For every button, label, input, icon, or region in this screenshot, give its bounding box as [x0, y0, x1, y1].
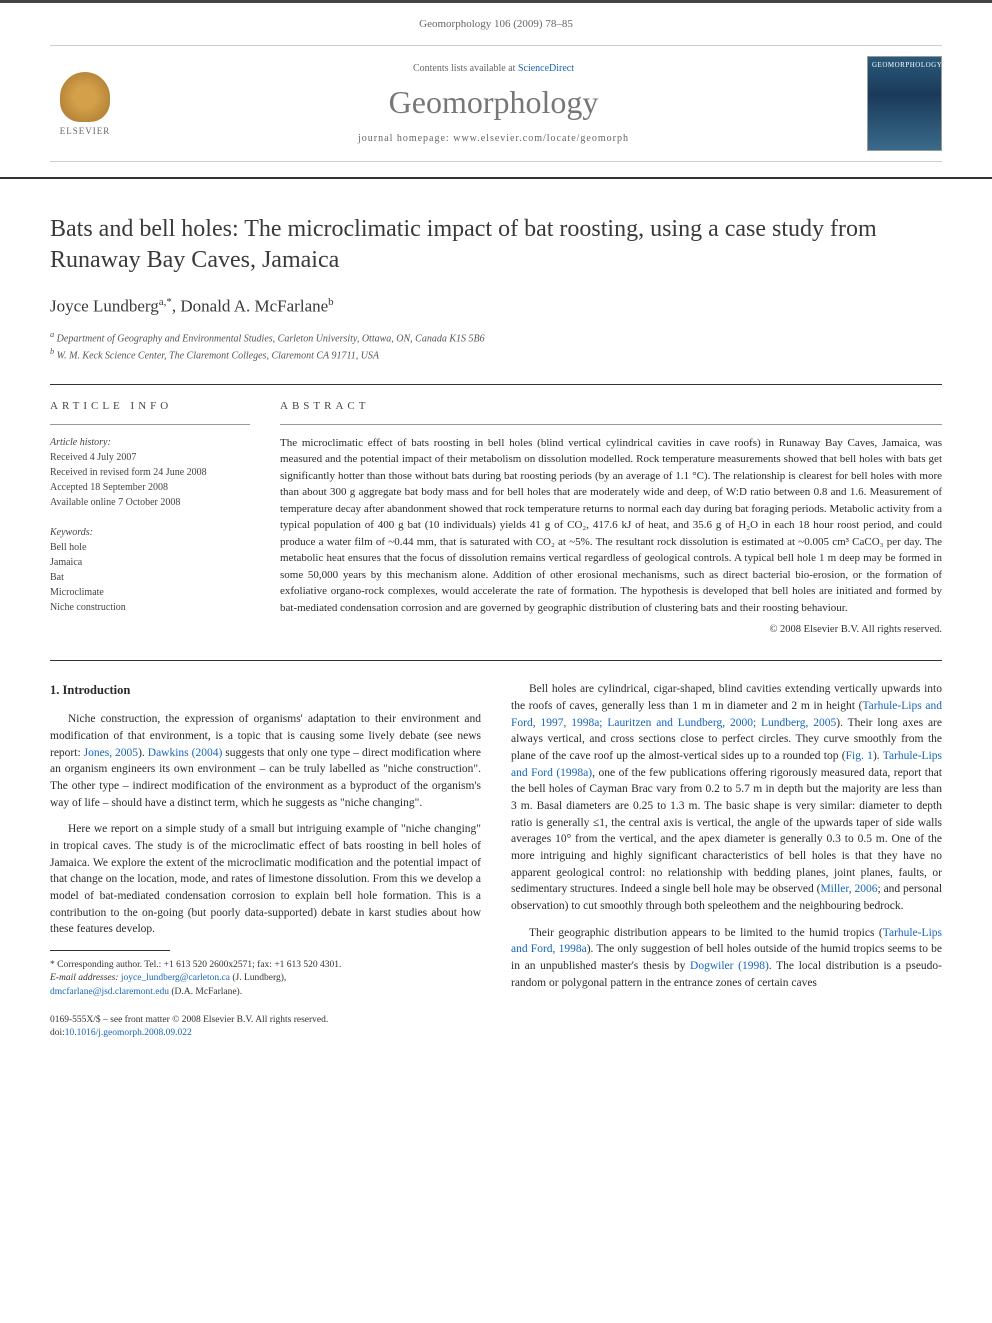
email-1-name: (J. Lundberg),	[230, 973, 286, 983]
homepage-line: journal homepage: www.elsevier.com/locat…	[120, 133, 867, 144]
front-matter: 0169-555X/$ – see front matter © 2008 El…	[50, 1014, 481, 1027]
homepage-url: www.elsevier.com/locate/geomorph	[453, 133, 629, 144]
email-line-2: dmcfarlane@jsd.claremont.edu (D.A. McFar…	[50, 986, 481, 999]
email-label: E-mail addresses:	[50, 973, 121, 983]
email-1[interactable]: joyce_lundberg@carleton.ca	[121, 973, 230, 983]
footnote-separator	[50, 950, 170, 951]
article-info: ARTICLE INFO Article history: Received 4…	[50, 400, 250, 636]
homepage-prefix: journal homepage:	[358, 133, 453, 144]
keyword-3: Microclimate	[50, 585, 250, 600]
journal-banner: ELSEVIER Contents lists available at Sci…	[50, 45, 942, 162]
copyright: © 2008 Elsevier B.V. All rights reserved…	[280, 624, 942, 635]
authors: Joyce Lundberga,*, Donald A. McFarlaneb	[50, 296, 942, 317]
email-2[interactable]: dmcfarlane@jsd.claremont.edu	[50, 987, 169, 997]
fig-1-link[interactable]: Fig. 1	[846, 750, 873, 762]
doi-line: doi:10.1016/j.geomorph.2008.09.022	[50, 1027, 481, 1040]
contents-line: Contents lists available at ScienceDirec…	[120, 63, 867, 74]
elsevier-label: ELSEVIER	[60, 126, 111, 136]
abstract-heading: ABSTRACT	[280, 400, 942, 412]
elsevier-tree-icon	[60, 72, 110, 122]
cover-label: GEOMORPHOLOGY	[872, 61, 942, 69]
keywords-label: Keywords:	[50, 525, 250, 540]
para-4: Their geographic distribution appears to…	[511, 925, 942, 992]
affil-a: a Department of Geography and Environmen…	[50, 329, 942, 346]
journal-cover-thumb: GEOMORPHOLOGY	[867, 56, 942, 151]
author-1: Joyce Lundberg	[50, 297, 159, 316]
p3-c: ).	[873, 750, 883, 762]
history-received: Received 4 July 2007	[50, 450, 250, 465]
article-history: Article history: Received 4 July 2007 Re…	[50, 435, 250, 510]
history-label: Article history:	[50, 435, 250, 450]
footnote: * Corresponding author. Tel.: +1 613 520…	[50, 959, 481, 999]
article-title: Bats and bell holes: The microclimatic i…	[50, 214, 942, 276]
doi-label: doi:	[50, 1028, 65, 1038]
affil-b: b W. M. Keck Science Center, The Claremo…	[50, 346, 942, 363]
elsevier-logo: ELSEVIER	[50, 64, 120, 144]
bottom-info: 0169-555X/$ – see front matter © 2008 El…	[50, 1014, 481, 1041]
corresponding-author: * Corresponding author. Tel.: +1 613 520…	[50, 959, 481, 972]
p1-b: ).	[138, 747, 148, 759]
keyword-2: Bat	[50, 570, 250, 585]
abstract-column: ABSTRACT The microclimatic effect of bat…	[280, 400, 942, 636]
affiliations: a Department of Geography and Environmen…	[50, 329, 942, 364]
author-2: Donald A. McFarlane	[180, 297, 328, 316]
journal-citation: Geomorphology 106 (2009) 78–85	[50, 18, 942, 30]
ref-jones-2005[interactable]: Jones, 2005	[84, 747, 138, 759]
p3-d: , one of the few publications offering r…	[511, 767, 942, 896]
email-line: E-mail addresses: joyce_lundberg@carleto…	[50, 972, 481, 985]
info-abstract-row: ARTICLE INFO Article history: Received 4…	[50, 400, 942, 636]
divider	[50, 384, 942, 385]
journal-header: Geomorphology 106 (2009) 78–85 ELSEVIER …	[0, 3, 992, 179]
main-divider	[50, 660, 942, 661]
email-2-name: (D.A. McFarlane).	[169, 987, 242, 997]
history-online: Available online 7 October 2008	[50, 495, 250, 510]
keyword-1: Jamaica	[50, 555, 250, 570]
right-column: Bell holes are cylindrical, cigar-shaped…	[511, 681, 942, 1040]
journal-name: Geomorphology	[120, 84, 867, 121]
doi-link[interactable]: 10.1016/j.geomorph.2008.09.022	[65, 1028, 192, 1038]
abstract-text: The microclimatic effect of bats roostin…	[280, 435, 942, 617]
affil-b-text: W. M. Keck Science Center, The Claremont…	[57, 351, 379, 362]
para-1: Niche construction, the expression of or…	[50, 711, 481, 811]
keyword-0: Bell hole	[50, 540, 250, 555]
contents-prefix: Contents lists available at	[413, 63, 518, 74]
ref-miller-2006[interactable]: Miller, 2006	[820, 883, 877, 895]
info-divider	[50, 424, 250, 425]
para-3: Bell holes are cylindrical, cigar-shaped…	[511, 681, 942, 914]
body-columns: 1. Introduction Niche construction, the …	[50, 681, 942, 1040]
affil-a-text: Department of Geography and Environmenta…	[57, 333, 485, 344]
journal-center: Contents lists available at ScienceDirec…	[120, 63, 867, 144]
keywords-block: Keywords: Bell hole Jamaica Bat Microcli…	[50, 525, 250, 615]
author-1-sup: a,*	[159, 296, 172, 308]
article-body: Bats and bell holes: The microclimatic i…	[0, 179, 992, 1076]
keyword-4: Niche construction	[50, 600, 250, 615]
ref-dawkins-2004[interactable]: Dawkins (2004)	[148, 747, 223, 759]
history-revised: Received in revised form 24 June 2008	[50, 465, 250, 480]
sciencedirect-link[interactable]: ScienceDirect	[518, 63, 574, 74]
p4-a: Their geographic distribution appears to…	[529, 927, 883, 939]
history-accepted: Accepted 18 September 2008	[50, 480, 250, 495]
para-2: Here we report on a simple study of a sm…	[50, 821, 481, 938]
left-column: 1. Introduction Niche construction, the …	[50, 681, 481, 1040]
abstract-divider	[280, 424, 942, 425]
section-1-heading: 1. Introduction	[50, 681, 481, 699]
info-heading: ARTICLE INFO	[50, 400, 250, 412]
ref-dogwiler-1998[interactable]: Dogwiler (1998)	[690, 960, 769, 972]
author-2-sup: b	[328, 296, 334, 308]
